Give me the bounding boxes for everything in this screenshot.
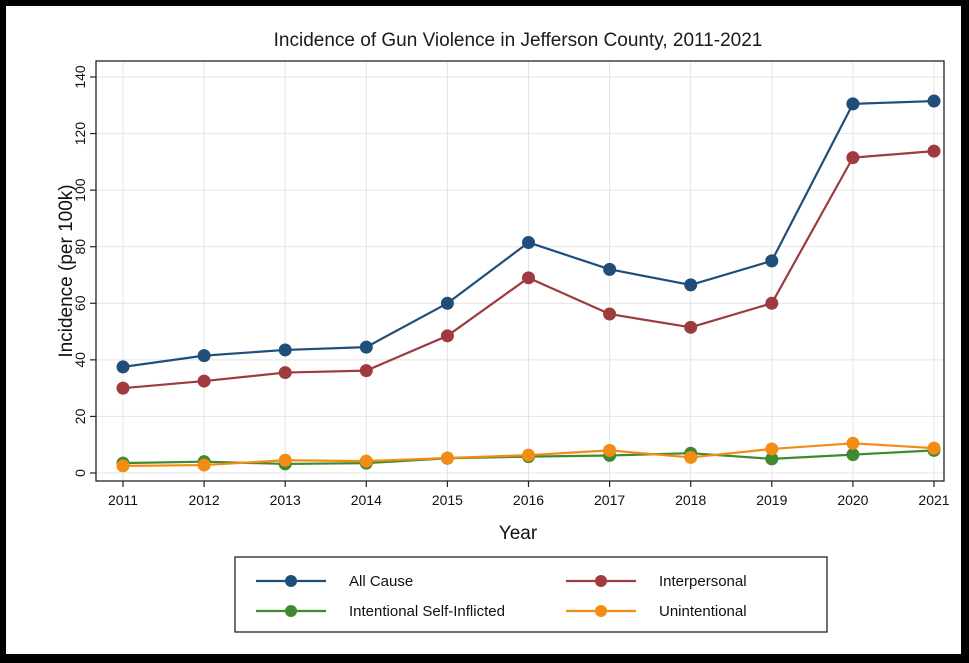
data-point (684, 278, 698, 292)
x-axis-label: Year (499, 523, 538, 544)
y-axis-label: Incidence (per 100k) (56, 184, 77, 357)
data-point (278, 366, 292, 380)
x-tick-label: 2014 (351, 492, 382, 508)
y-tick-label: 40 (72, 352, 88, 368)
data-point (116, 381, 130, 395)
x-tick-label: 2019 (756, 492, 787, 508)
data-point (197, 458, 211, 472)
x-tick-label: 2016 (513, 492, 544, 508)
x-tick-label: 2021 (918, 492, 949, 508)
data-point (684, 320, 698, 334)
x-tick-label: 2013 (270, 492, 301, 508)
y-tick-label: 80 (72, 239, 88, 255)
data-point (440, 296, 454, 310)
data-point (927, 441, 941, 455)
data-point (440, 329, 454, 343)
data-point (359, 364, 373, 378)
data-point (440, 451, 454, 465)
legend-item: Interpersonal (566, 573, 747, 590)
data-point (846, 436, 860, 450)
series-all-cause (116, 94, 941, 374)
data-point (765, 452, 779, 466)
chart-title: Incidence of Gun Violence in Jefferson C… (274, 30, 763, 51)
x-tick-label: 2017 (594, 492, 625, 508)
data-point (684, 450, 698, 464)
y-tick-label: 60 (72, 295, 88, 311)
data-point (522, 448, 535, 462)
y-tick-label: 120 (72, 122, 88, 146)
x-tick-label: 2015 (432, 492, 463, 508)
legend-marker (285, 575, 297, 587)
line-chart: Incidence of Gun Violence in Jefferson C… (6, 6, 961, 654)
legend-marker (595, 605, 607, 617)
legend-box (234, 556, 828, 633)
data-point (116, 459, 130, 473)
data-point (359, 340, 373, 354)
data-point (603, 307, 617, 321)
data-point (765, 254, 779, 268)
x-axis: 2011 2012 2013 2014 2015 2016 2017 2018 2019 2020… (108, 481, 950, 508)
y-tick-label: 20 (72, 408, 88, 424)
y-tick-label: 100 (72, 178, 88, 202)
y-tick-label: 0 (72, 469, 88, 477)
legend-item: All Cause (256, 573, 413, 590)
series-group (116, 94, 941, 473)
data-point (846, 151, 860, 165)
data-point (116, 360, 130, 374)
data-point (846, 448, 860, 462)
data-point (765, 442, 779, 456)
legend: All Cause Interpersonal Intentional Self-I… (234, 556, 828, 633)
x-tick-label: 2020 (837, 492, 868, 508)
data-point (278, 343, 292, 357)
legend-label: Intentional Self-Inflicted (349, 603, 505, 620)
legend-marker (285, 605, 297, 617)
x-tick-label: 2018 (675, 492, 706, 508)
legend-item: Intentional Self-Inflicted (256, 603, 505, 620)
data-point (197, 374, 211, 388)
chart-frame: Incidence of Gun Violence in Jefferson C… (6, 6, 961, 654)
data-point (197, 349, 211, 363)
data-point (927, 94, 941, 108)
legend-label: Unintentional (659, 603, 747, 620)
legend-marker (595, 575, 607, 587)
series-unintentional (116, 436, 941, 473)
x-tick-label: 2012 (189, 492, 220, 508)
x-tick-label: 2011 (108, 492, 138, 508)
data-point (278, 453, 292, 467)
y-tick-label: 140 (72, 65, 88, 89)
legend-label: All Cause (349, 573, 413, 590)
data-point (603, 443, 617, 457)
data-point (522, 271, 535, 285)
data-point (927, 144, 941, 158)
y-axis: 0 20 40 60 80 100 120 140 (72, 65, 96, 477)
data-point (765, 296, 779, 310)
data-point (359, 454, 373, 468)
series-interpersonal (116, 144, 941, 395)
chart-background (6, 6, 961, 654)
plot-area-border (95, 60, 945, 482)
data-point (846, 97, 860, 111)
legend-label: Interpersonal (659, 573, 747, 590)
data-point (522, 235, 535, 249)
data-point (603, 262, 617, 276)
legend-item: Unintentional (566, 603, 747, 620)
